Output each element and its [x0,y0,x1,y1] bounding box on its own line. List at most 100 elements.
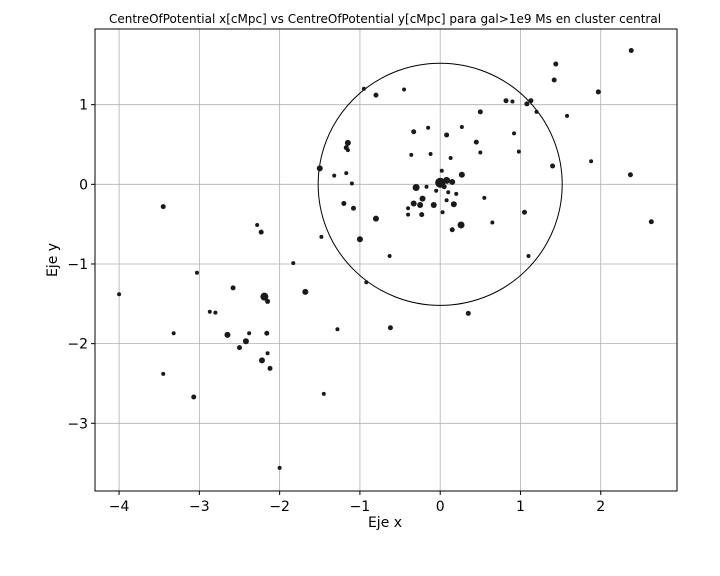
data-point [373,92,379,98]
data-point [419,212,425,218]
data-point [258,357,265,364]
data-point [302,288,309,295]
x-axis-label: Eje x [368,515,402,531]
data-point [236,345,242,351]
y-axis-label: Eje y [45,243,61,277]
grid-lines [95,29,677,491]
data-point [550,163,556,169]
data-point [160,204,166,210]
data-point [230,285,236,291]
data-point [458,171,465,178]
data-point [332,173,337,178]
x-tick-label: 1 [516,499,525,515]
data-point [117,292,122,297]
data-point [361,86,366,91]
data-point [430,202,437,209]
data-point [265,351,270,356]
x-tick-label: −4 [109,499,130,515]
data-point [490,220,495,225]
data-point [444,198,449,203]
data-point [459,124,464,129]
data-point [446,190,451,195]
plot-frame [94,28,678,492]
data-point [439,168,444,173]
data-point [411,129,417,135]
data-point [194,270,199,275]
data-point [595,89,601,95]
y-tick-label: 0 [79,177,88,193]
data-point [255,222,260,227]
data-point [341,200,347,206]
x-tick-label: 0 [436,499,445,515]
data-point [457,221,465,229]
data-point [350,205,356,211]
data-point [335,327,340,332]
x-axis-ticks: −4 −3 −2 −1 0 1 2 [109,491,605,515]
data-point [409,152,414,157]
x-tick-label: −1 [350,499,371,515]
data-point [426,125,431,130]
data-point [434,188,439,193]
data-point [534,109,539,114]
y-tick-label: −2 [67,337,88,353]
data-point [410,200,417,207]
data-point [528,98,534,104]
data-point [444,132,450,138]
data-point [628,48,634,54]
data-point [478,150,483,155]
selection-circle [317,62,563,306]
data-point [465,310,471,316]
data-point [349,181,354,186]
data-point [387,325,393,331]
data-point [449,178,456,185]
data-point [267,365,273,371]
data-point [512,131,517,136]
data-point [171,331,176,336]
data-point [264,330,270,336]
data-point [477,109,483,115]
data-point [387,254,392,259]
data-point [242,338,249,345]
y-tick-label: 1 [79,98,88,114]
circle-layer [317,62,563,306]
data-point [344,139,351,146]
data-point [406,206,411,211]
data-point [450,201,457,208]
data-point [258,229,264,235]
data-point [428,152,433,157]
data-point [319,234,324,239]
data-point [449,227,455,233]
data-point [454,191,459,196]
y-tick-label: −1 [67,257,88,273]
x-tick-label: 2 [596,499,605,515]
data-point [291,261,296,266]
data-point [260,292,269,301]
data-point [412,184,420,192]
data-point [191,394,197,400]
data-point [344,171,349,176]
data-point [565,113,570,118]
data-point [207,309,212,314]
chart-title: CentreOfPotential x[cMpc] vs CentreOfPot… [109,12,661,26]
data-point [473,139,479,145]
y-axis-ticks: −3 −2 −1 0 1 [67,98,95,432]
data-point [345,148,350,153]
data-point [224,331,231,338]
data-point [510,99,515,104]
data-point [316,165,323,172]
data-point [526,254,531,259]
data-point [321,391,326,396]
data-point [213,310,218,315]
x-tick-label: −3 [189,499,210,515]
data-point [372,215,379,222]
data-point [503,98,509,104]
data-point [553,61,559,67]
data-point [424,184,429,189]
data-point [589,159,594,164]
data-point [521,209,527,215]
y-tick-label: −3 [67,416,88,432]
data-point [161,371,166,376]
data-point [482,195,487,200]
data-point [406,212,411,217]
